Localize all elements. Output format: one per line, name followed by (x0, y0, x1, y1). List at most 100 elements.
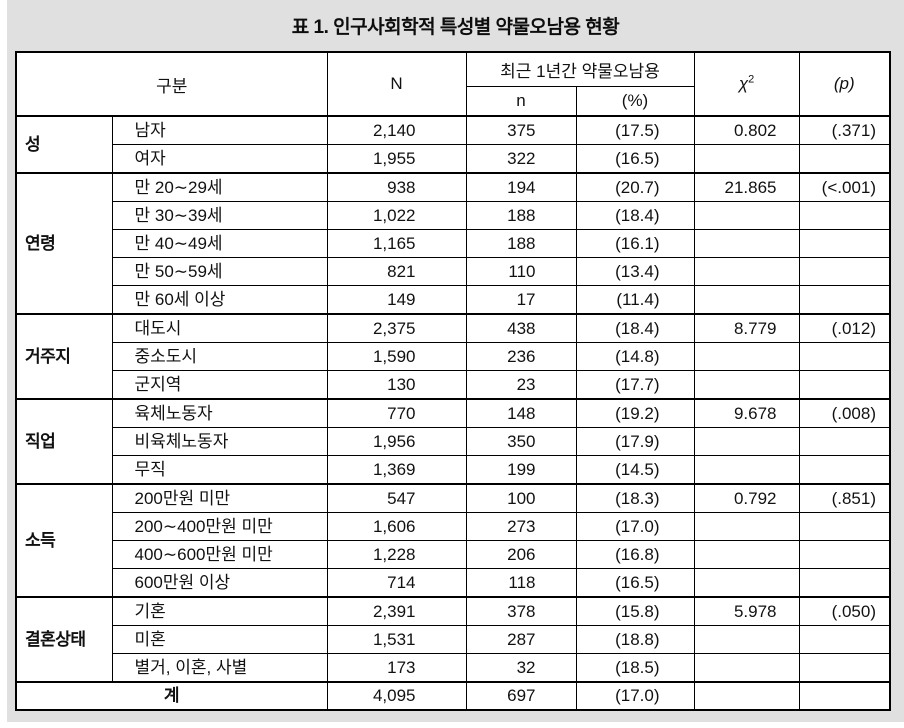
row-label: 600만원 이상 (111, 568, 328, 598)
cell-pct: (18.3) (575, 483, 695, 513)
cell-p: (<.001) (798, 172, 891, 202)
cell-n-abuse: 110 (465, 257, 577, 286)
table-row: 400∼600만원 미만 1,228 206 (16.8) (16, 540, 891, 569)
row-label: 기혼 (111, 596, 328, 626)
group-label-age: 연령 (15, 172, 113, 315)
cell-pct: (15.8) (575, 596, 695, 626)
cell-chi2 (693, 144, 800, 174)
cell-p (798, 342, 891, 371)
cell-chi2 (693, 342, 800, 371)
cell-pct: (18.4) (575, 201, 695, 230)
cell-n-total: 1,590 (326, 342, 467, 371)
cell-n-abuse: 236 (465, 342, 577, 371)
cell-pct: (16.1) (575, 229, 695, 258)
cell-chi2 (693, 681, 800, 711)
table-row: 600만원 이상 714 118 (16.5) (16, 568, 891, 598)
cell-p (798, 144, 891, 174)
cell-chi2: 8.779 (693, 313, 800, 343)
cell-n-abuse: 375 (465, 115, 577, 145)
cell-pct: (13.4) (575, 257, 695, 286)
row-label: 만 40∼49세 (111, 229, 328, 258)
cell-n-total: 130 (326, 370, 467, 400)
cell-p (798, 229, 891, 258)
table-row: 무직 1,369 199 (14.5) (16, 455, 891, 485)
chi-symbol: χ (738, 74, 749, 93)
cell-chi2 (693, 257, 800, 286)
table-row: 연령 만 20∼29세 938 194 (20.7) 21.865 (<.001… (15, 172, 891, 315)
cell-chi2 (693, 201, 800, 230)
cell-n-total: 1,955 (326, 144, 467, 174)
col-header-p-value: (p) (798, 51, 891, 117)
cell-n-total: 149 (326, 285, 467, 315)
cell-n-abuse: 188 (465, 201, 577, 230)
row-label: 만 20∼29세 (111, 172, 328, 202)
table-row: 군지역 130 23 (17.7) (16, 370, 891, 400)
cell-pct: (16.8) (575, 540, 695, 569)
cell-pct: (18.4) (575, 313, 695, 343)
cell-n-total: 547 (326, 483, 467, 513)
cell-p (798, 201, 891, 230)
cell-n-abuse: 350 (465, 427, 577, 456)
cell-n-total: 938 (326, 172, 467, 202)
group-label-occupation: 직업 (15, 398, 113, 485)
cell-n-total: 4,095 (326, 681, 467, 711)
cell-n-total: 2,391 (326, 596, 467, 626)
cell-chi2 (693, 653, 800, 683)
cell-n-abuse: 438 (465, 313, 577, 343)
cell-chi2 (693, 455, 800, 485)
cell-chi2 (693, 625, 800, 654)
cell-n-total: 821 (326, 257, 467, 286)
cell-pct: (18.8) (575, 625, 695, 654)
cell-pct: (14.5) (575, 455, 695, 485)
row-label: 미혼 (111, 625, 328, 654)
cell-p: (.371) (798, 115, 891, 145)
cell-chi2: 5.978 (693, 596, 800, 626)
cell-n-abuse: 118 (465, 568, 577, 598)
table-row: 만 40∼49세 1,165 188 (16.1) (16, 229, 891, 258)
row-label: 여자 (111, 144, 328, 174)
cell-n-abuse: 23 (465, 370, 577, 400)
cell-chi2: 0.792 (693, 483, 800, 513)
total-row: 계 4,095 697 (17.0) (15, 681, 891, 711)
row-label: 군지역 (111, 370, 328, 400)
group-label-marital-status: 결혼상태 (15, 596, 113, 683)
cell-p (798, 653, 891, 683)
group-label-income: 소득 (15, 483, 113, 598)
col-header-N: N (326, 51, 467, 117)
cell-p (798, 257, 891, 286)
total-label: 계 (15, 681, 328, 711)
table-row: 비육체노동자 1,956 350 (17.9) (16, 427, 891, 456)
cell-chi2 (693, 229, 800, 258)
table-row: 직업 육체노동자 770 148 (19.2) 9.678 (.008) (15, 398, 891, 485)
cell-p (798, 285, 891, 315)
cell-chi2: 21.865 (693, 172, 800, 202)
cell-p (798, 625, 891, 654)
cell-n-total: 2,375 (326, 313, 467, 343)
cell-pct: (16.5) (575, 144, 695, 174)
cell-n-total: 1,228 (326, 540, 467, 569)
cell-pct: (17.0) (575, 681, 695, 711)
cell-p: (.012) (798, 313, 891, 343)
cell-n-abuse: 32 (465, 653, 577, 683)
cell-pct: (17.5) (575, 115, 695, 145)
col-header-pct: (%) (575, 86, 695, 117)
cell-p (798, 370, 891, 400)
cell-p (798, 427, 891, 456)
table-row: 거주지 대도시 2,375 438 (18.4) 8.779 (.012) (15, 313, 891, 400)
group-label-residence: 거주지 (15, 313, 113, 400)
row-label: 대도시 (111, 313, 328, 343)
cell-p (798, 681, 891, 711)
row-label: 만 30∼39세 (111, 201, 328, 230)
table-row: 소득 200만원 미만 547 100 (18.3) 0.792 (.851) (15, 483, 891, 598)
row-label: 별거, 이혼, 사별 (111, 653, 328, 683)
row-label: 무직 (111, 455, 328, 485)
table-row: 중소도시 1,590 236 (14.8) (16, 342, 891, 371)
cell-p: (.008) (798, 398, 891, 428)
cell-chi2 (693, 285, 800, 315)
table-row: 만 30∼39세 1,022 188 (18.4) (16, 201, 891, 230)
statistics-table: 구분 N 최근 1년간 약물오남용 χ2 (p) n (%) 성 남자 2,14… (15, 51, 892, 711)
header-row-1: 구분 N 최근 1년간 약물오남용 χ2 (p) (15, 51, 891, 117)
table-row: 여자 1,955 322 (16.5) (16, 144, 891, 174)
cell-n-abuse: 287 (465, 625, 577, 654)
table-row: 200∼400만원 미만 1,606 273 (17.0) (16, 512, 891, 541)
